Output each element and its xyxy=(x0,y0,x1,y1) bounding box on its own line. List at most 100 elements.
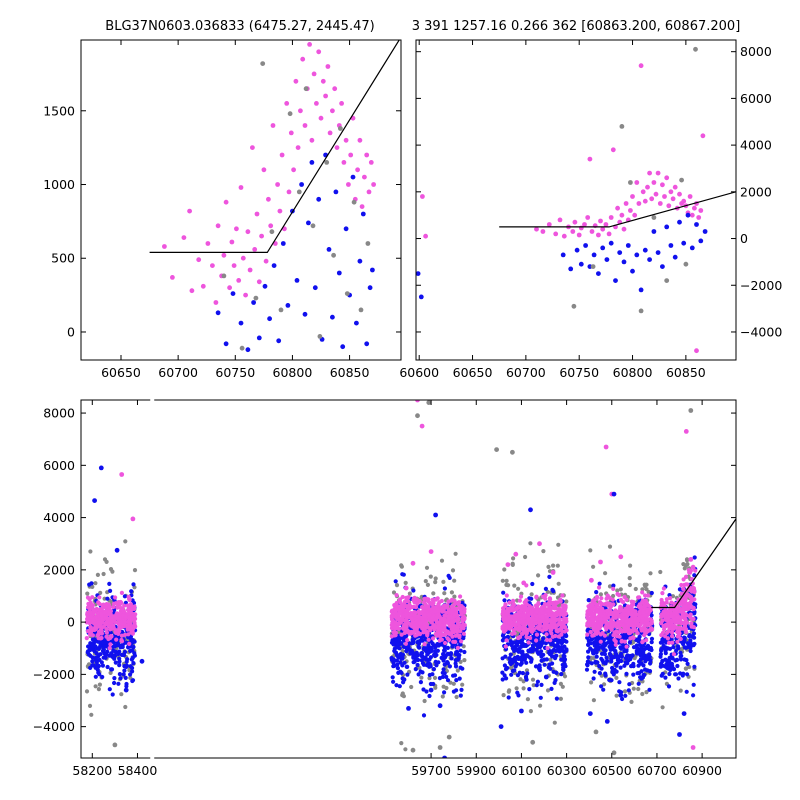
bottom-blue-point xyxy=(114,547,120,553)
season-3-pink-point xyxy=(590,617,596,622)
season-2-gray-point xyxy=(510,562,515,568)
top-left-ytick-label: 1500 xyxy=(43,103,75,118)
season-1-pink-point xyxy=(449,620,454,625)
season-1-pink-point xyxy=(452,598,457,604)
season-2-gray-point xyxy=(541,549,546,554)
top-left-blue-point xyxy=(364,341,370,347)
season-2-blue-point xyxy=(543,586,549,592)
season-3-pink-point xyxy=(588,629,593,635)
season-1-pink-point xyxy=(452,612,457,617)
season-3-pink-point xyxy=(607,611,612,617)
season-2-gray-point xyxy=(546,564,551,570)
top-left-pink-point xyxy=(231,263,237,268)
season-3-pink-point xyxy=(602,633,608,638)
season-0-pink-point xyxy=(108,635,113,641)
season-0-blue-point xyxy=(100,663,105,668)
season-0-pink-point xyxy=(113,628,119,633)
top-right-gray-point xyxy=(693,46,698,52)
top-right-ytick-label: 0 xyxy=(740,231,748,246)
top-right-pink-point xyxy=(698,208,704,213)
top-right-pink-point xyxy=(582,222,587,227)
season-3-blue-point xyxy=(647,687,652,692)
season-3-pink-point xyxy=(629,612,634,617)
top-right-blue-point xyxy=(685,212,691,218)
season-2-pink-point xyxy=(521,619,527,624)
top-right-blue-point xyxy=(647,257,652,262)
season-3-blue-point xyxy=(601,687,606,692)
season-3-pink-point xyxy=(613,642,618,647)
season-2-blue-point xyxy=(520,651,525,656)
season-1-pink-point xyxy=(455,633,460,638)
season-2-pink-point xyxy=(553,633,558,639)
season-1-blue-point xyxy=(399,670,404,676)
season-1-pink-point xyxy=(392,625,398,631)
season-1-blue-point xyxy=(395,666,400,671)
season-0-pink-point xyxy=(92,608,97,613)
season-1-pink-point xyxy=(411,625,417,630)
season-4-pink-point xyxy=(666,640,672,646)
season-1-pink-point xyxy=(447,623,452,628)
season-1-pink-point xyxy=(437,600,442,605)
season-0-pink-point xyxy=(85,610,90,616)
season-3-gray-point xyxy=(648,571,653,576)
season-4-blue-point xyxy=(676,676,681,681)
season-0-blue-point xyxy=(118,645,123,650)
season-3-blue-point xyxy=(617,680,622,685)
top-right-xtick-label: 60600 xyxy=(399,365,439,380)
bottom-blue-point xyxy=(92,498,97,503)
season-0-pink-point xyxy=(104,630,109,635)
season-2-gray-point xyxy=(508,665,514,671)
season-0-gray-point xyxy=(110,569,115,574)
season-3-pink-point xyxy=(595,603,600,608)
season-1-blue-point xyxy=(430,641,435,646)
season-2-gray-point xyxy=(530,677,536,682)
season-2-pink-point xyxy=(564,628,569,633)
season-3-blue-point xyxy=(649,636,655,641)
season-0-blue-point xyxy=(90,655,95,660)
season-1-gray-point xyxy=(433,580,438,585)
season-0-blue-point xyxy=(107,581,112,587)
top-left-pink-point xyxy=(359,204,365,210)
season-1-blue-point xyxy=(396,670,401,676)
season-0-pink-point xyxy=(111,604,116,610)
top-left-blue-point xyxy=(306,220,311,226)
season-4-gray-point xyxy=(660,705,665,710)
season-1-gray-point xyxy=(399,564,404,569)
top-left-gray-point xyxy=(253,295,259,301)
season-0-pink-point xyxy=(111,601,117,606)
season-4-blue-point xyxy=(671,645,676,650)
season-3-gray-point xyxy=(629,699,634,705)
season-1-blue-point xyxy=(437,676,442,681)
season-2-pink-point xyxy=(534,638,539,643)
season-0-blue-point xyxy=(124,659,129,664)
bottom-xtick-label: 59700 xyxy=(411,763,451,778)
top-left-blue-point xyxy=(370,267,375,273)
season-4-pink-point xyxy=(691,606,696,612)
season-3-pink-point xyxy=(611,586,616,592)
season-4-pink-point xyxy=(688,612,693,617)
season-1-pink-point xyxy=(443,640,448,646)
top-right-gray-point xyxy=(679,177,684,183)
top-right-xtick-label: 60850 xyxy=(666,365,706,380)
season-4-blue-point xyxy=(667,671,672,677)
top-right-pink-point xyxy=(600,226,606,232)
season-1-pink-point xyxy=(421,600,427,605)
season-2-gray-point xyxy=(507,688,512,693)
season-0-pink-point xyxy=(128,602,133,607)
bottom-blue-point xyxy=(111,653,117,659)
season-4-pink-point xyxy=(662,623,667,628)
season-0-blue-point xyxy=(109,667,115,672)
season-2-gray-point xyxy=(528,541,533,546)
season-0-gray-point xyxy=(87,703,93,709)
season-1-blue-point xyxy=(405,672,410,677)
top-left-blue-point xyxy=(271,263,277,268)
season-0-pink-point xyxy=(90,603,95,608)
season-3-blue-point xyxy=(610,668,615,674)
top-right-pink-point xyxy=(664,175,670,181)
season-1-pink-point xyxy=(432,609,437,614)
top-right-blue-point xyxy=(694,222,699,227)
top-left-gray-point xyxy=(278,307,284,313)
season-3-gray-point xyxy=(644,582,649,587)
season-1-pink-point xyxy=(435,606,440,611)
top-right-pink-point xyxy=(603,222,609,227)
